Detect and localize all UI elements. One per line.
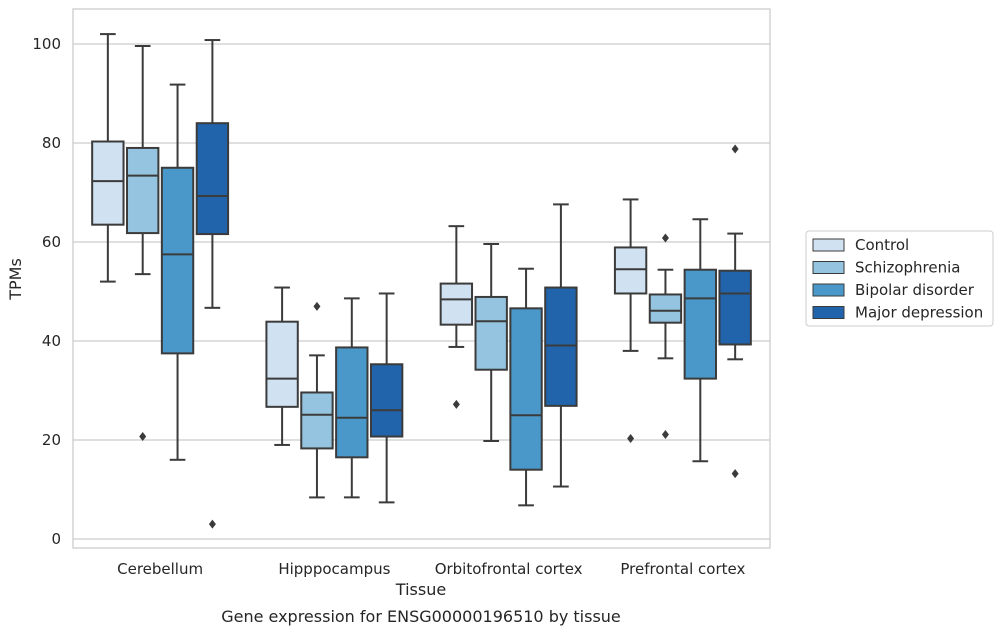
x-axis-title: Tissue [395, 580, 446, 599]
box-3-0 [613, 198, 648, 444]
box-3-3 [718, 144, 752, 479]
box-3-2 [683, 218, 717, 463]
y-tick-label: 0 [51, 530, 61, 548]
legend-swatch [812, 283, 845, 297]
box-body [683, 268, 717, 380]
box-body [718, 269, 752, 346]
box-body [160, 166, 195, 355]
box-1-1 [300, 301, 334, 499]
box-0-1 [126, 44, 160, 442]
box-0-0 [91, 33, 125, 283]
y-tick-labels: 0 20 40 60 80 100 [32, 35, 61, 548]
legend-frame [805, 230, 994, 327]
outlier-point [313, 301, 321, 311]
plot-area-frame [72, 8, 771, 549]
outlier-point [452, 399, 460, 409]
box-body [544, 286, 578, 407]
box-2-1 [474, 242, 508, 442]
box-2-2 [509, 267, 543, 507]
y-tick-label: 60 [42, 233, 61, 251]
outlier-point [661, 430, 669, 440]
box-3-1 [648, 233, 683, 440]
legend-swatch [812, 238, 845, 252]
outlier-point [139, 432, 147, 442]
legend-label: Schizophrenia [855, 259, 960, 277]
legend-label: Control [855, 236, 909, 254]
chart-caption: Gene expression for ENSG00000196510 by t… [221, 607, 621, 626]
x-tick-labels: Cerebellum Hipppocampus Orbitofrontal cort… [117, 560, 745, 578]
box-1-3 [369, 292, 404, 504]
box-2-0 [439, 225, 474, 409]
outlier-point [627, 434, 635, 444]
box-body [300, 391, 334, 450]
legend-swatch [812, 261, 845, 274]
legend-label: Major depression [855, 304, 983, 322]
outlier-point [731, 144, 739, 154]
x-tick-label: Hipppocampus [278, 560, 390, 578]
boxes [91, 33, 752, 529]
outlier-point [661, 233, 669, 243]
box-body [439, 282, 474, 326]
legend-swatch [812, 306, 845, 319]
box-body [369, 363, 404, 438]
y-tick-label: 100 [32, 35, 61, 53]
box-body [265, 320, 299, 408]
outlier-point [208, 519, 216, 529]
box-1-0 [265, 286, 299, 446]
x-tick-label: Prefrontal cortex [620, 560, 745, 578]
box-2-3 [544, 203, 578, 488]
box-0-3 [195, 39, 230, 529]
box-body [509, 307, 543, 471]
box-body [613, 246, 648, 295]
box-1-2 [335, 297, 369, 499]
x-tick-label: Orbitofrontal cortex [435, 560, 583, 578]
box-body [126, 146, 160, 235]
legend: Control Schizophrenia Bipolar disorder Majo… [805, 230, 994, 327]
y-tick-label: 40 [42, 332, 61, 350]
y-axis-title: TPMs [6, 258, 25, 301]
box-body [195, 122, 230, 236]
y-tick-label: 80 [42, 134, 61, 152]
box-body [335, 346, 369, 459]
y-tick-label: 20 [42, 431, 61, 449]
legend-label: Bipolar disorder [855, 281, 975, 299]
box-body [474, 295, 508, 371]
x-tick-label: Cerebellum [117, 560, 203, 578]
box-0-2 [160, 83, 195, 461]
box-body [91, 140, 125, 226]
outlier-point [731, 469, 739, 479]
box-body [648, 293, 683, 324]
